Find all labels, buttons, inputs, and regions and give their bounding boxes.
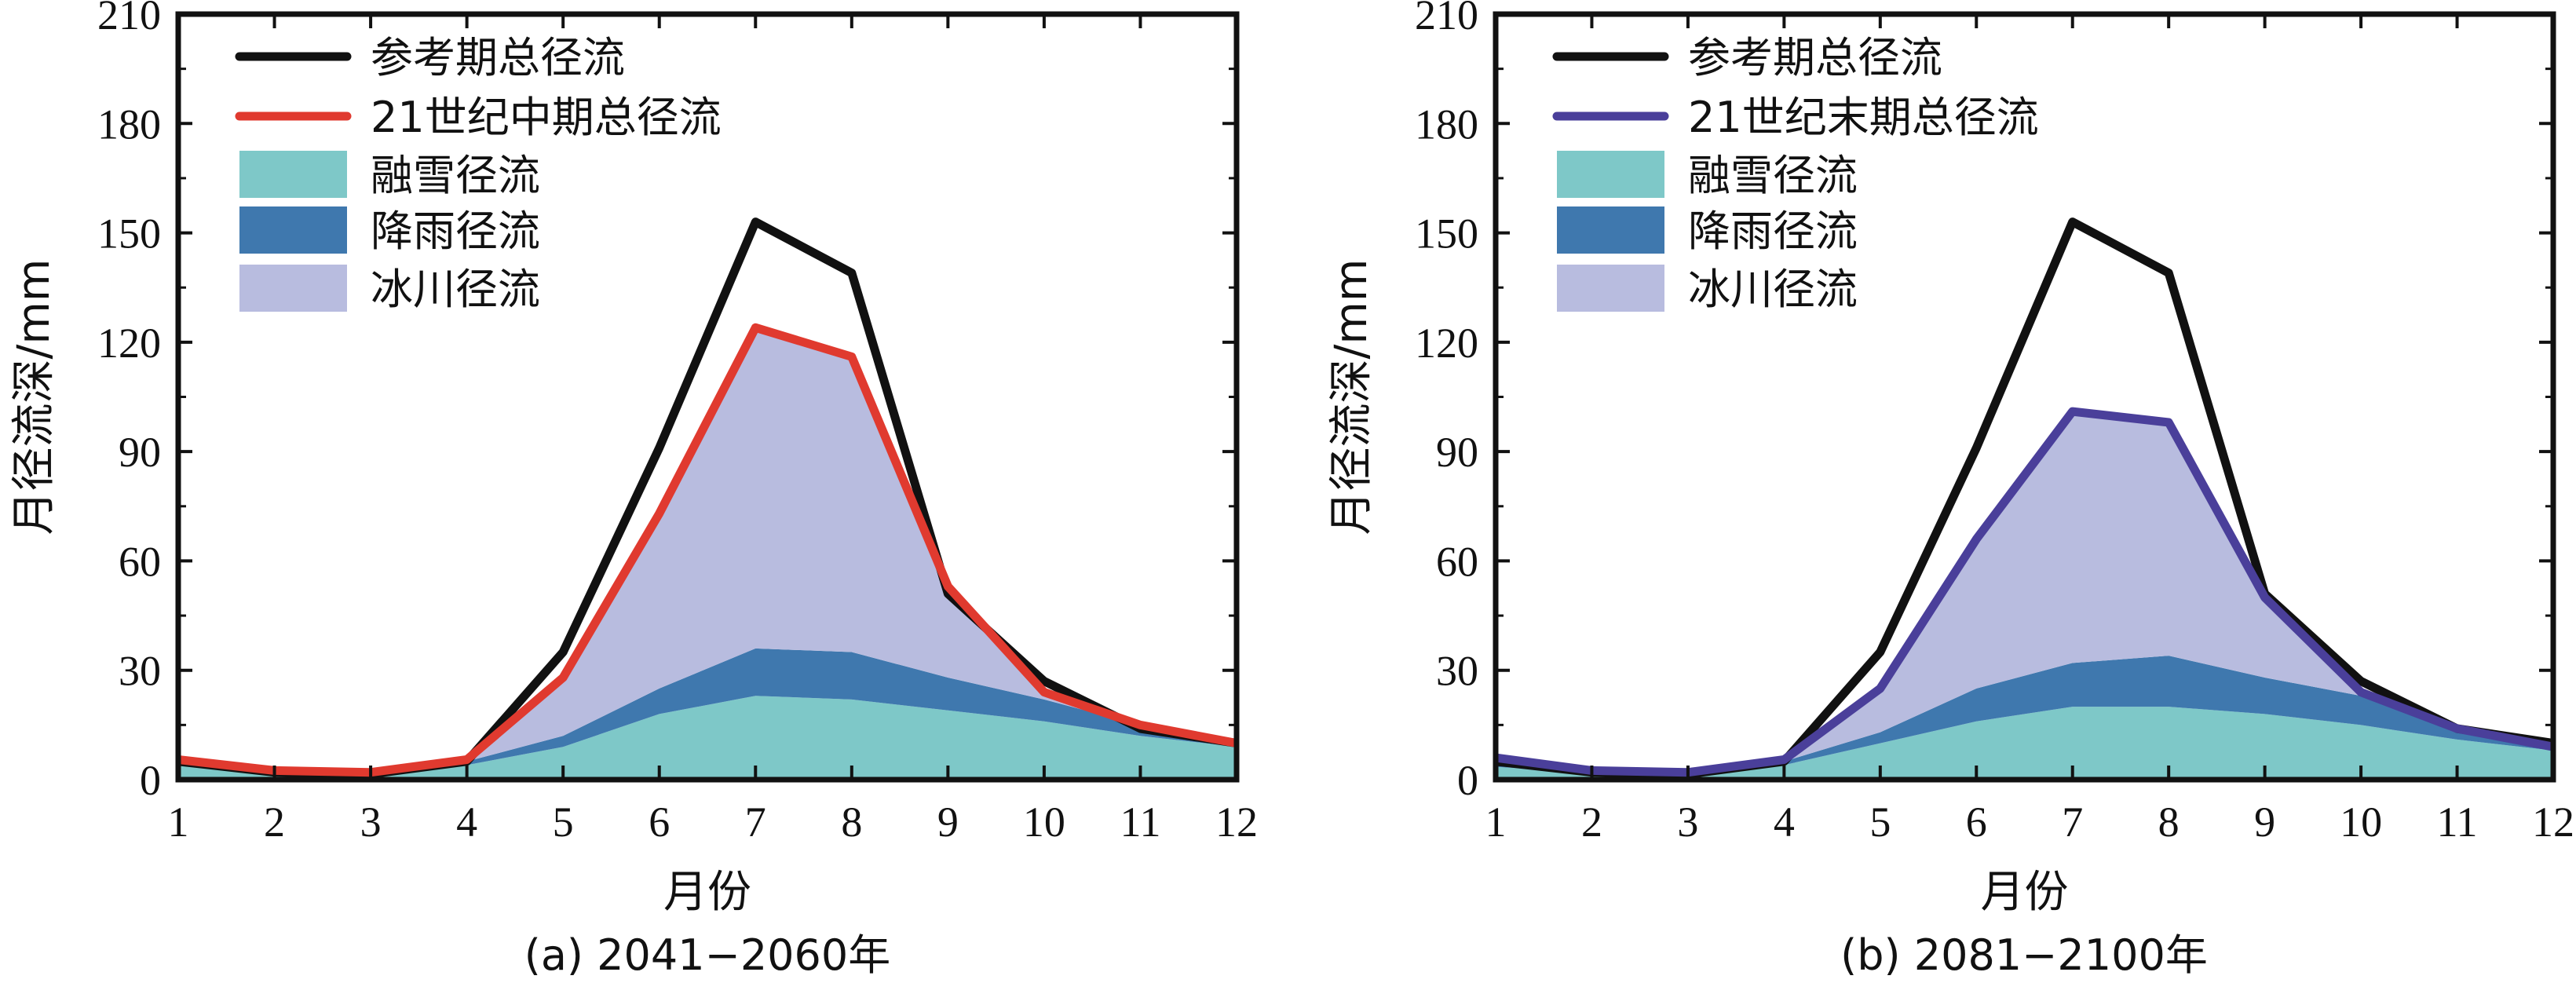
future-total-runoff-line [178,323,1237,777]
x-tick-label: 8 [841,798,862,846]
x-tick-label: 7 [745,798,766,846]
rainfall-runoff-area [178,648,1237,774]
panel-caption: (a) 2041−2060年 [524,930,891,980]
x-tick-label: 12 [2532,798,2574,846]
legend-label: 降雨径流 [1688,206,1858,256]
legend-area-swatch [1557,265,1664,312]
x-tick-label: 1 [168,798,189,846]
x-tick-label: 2 [1581,798,1602,846]
legend-area-swatch [239,151,347,198]
legend-label: 参考期总径流 [1688,33,1942,82]
y-tick-label: 150 [1415,210,1478,258]
y-tick-label: 210 [97,0,161,38]
future-total-runoff-line [1496,407,2553,777]
x-tick-label: 10 [2340,798,2382,846]
legend-area-swatch [239,206,347,254]
x-tick-label: 5 [1869,798,1891,846]
snowmelt-runoff-area [178,696,1237,780]
y-tick-label: 60 [119,538,161,585]
y-axis-title: 月径流深/mm [9,259,60,535]
x-tick-label: 5 [553,798,574,846]
y-tick-label: 120 [97,320,161,367]
x-tick-label: 11 [1120,798,1160,846]
y-tick-label: 30 [119,648,161,695]
y-tick-label: 0 [1457,757,1478,804]
legend-label: 融雪径流 [1688,151,1858,200]
y-tick-label: 150 [97,210,161,258]
legend-label: 21世纪中期总径流 [371,93,722,142]
x-tick-label: 9 [937,798,959,846]
x-tick-label: 7 [2062,798,2083,846]
plot-area [178,217,1237,780]
legend-label: 参考期总径流 [371,33,625,82]
x-tick-label: 11 [2437,798,2478,846]
y-tick-label: 180 [1415,100,1478,148]
x-tick-label: 3 [1677,798,1698,846]
x-tick-label: 12 [1215,798,1258,846]
legend-label: 融雪径流 [371,151,540,200]
x-tick-label: 9 [2254,798,2275,846]
y-tick-label: 90 [119,429,161,476]
glacier-runoff-area [178,327,1237,773]
y-axis-title: 月径流深/mm [1326,259,1377,535]
x-tick-label: 8 [2158,798,2180,846]
x-tick-label: 1 [1485,798,1507,846]
legend-area-swatch [239,265,347,312]
plot-area [1496,217,2553,780]
legend-area-swatch [1557,151,1664,198]
y-tick-label: 60 [1436,538,1478,585]
x-tick-label: 3 [360,798,382,846]
x-axis-title: 月份 [663,867,751,918]
glacier-runoff-area [1496,411,2553,773]
legend-label: 21世纪末期总径流 [1688,93,2039,142]
x-tick-label: 10 [1023,798,1065,846]
panel-caption: (b) 2081−2100年 [1840,930,2208,980]
y-tick-label: 120 [1415,320,1478,367]
y-tick-label: 0 [140,757,161,804]
y-tick-label: 90 [1436,429,1478,476]
x-tick-label: 2 [264,798,285,846]
x-tick-label: 6 [649,798,670,846]
snowmelt-runoff-area [1496,707,2553,780]
y-tick-label: 210 [1415,0,1478,38]
legend-label: 冰川径流 [371,265,540,314]
y-tick-label: 30 [1436,648,1478,695]
x-tick-label: 6 [1966,798,1987,846]
legend-label: 降雨径流 [371,206,540,256]
rainfall-runoff-area [1496,656,2553,774]
x-tick-label: 4 [456,798,477,846]
legend-area-swatch [1557,206,1664,254]
legend-label: 冰川径流 [1688,265,1858,314]
x-axis-title: 月份 [1981,867,2069,918]
y-tick-label: 180 [97,100,161,148]
x-tick-label: 4 [1774,798,1795,846]
